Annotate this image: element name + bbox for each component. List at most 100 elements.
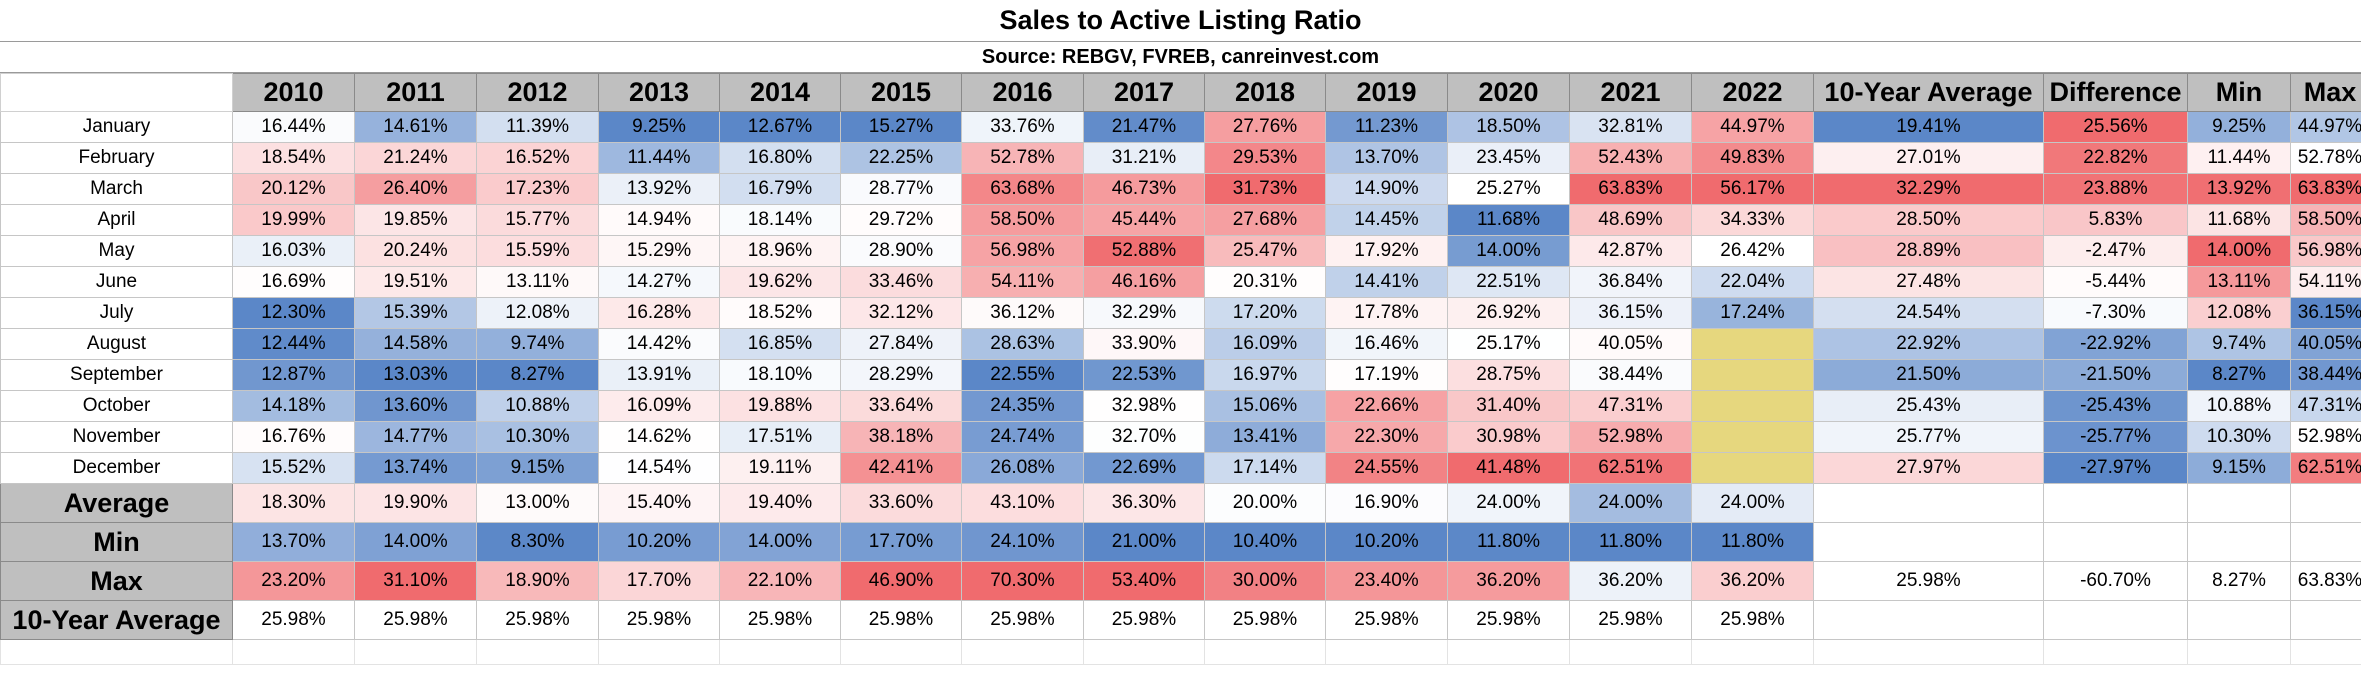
- column-header: 2020: [1447, 73, 1570, 112]
- value-cell: 36.15%: [1569, 297, 1692, 329]
- value-cell: 13.03%: [354, 359, 477, 391]
- value-cell: 14.42%: [598, 328, 720, 360]
- value-cell: 26.42%: [1691, 235, 1814, 267]
- empty-cell: [232, 639, 355, 665]
- value-cell: 58.50%: [961, 204, 1084, 236]
- value-cell: 18.52%: [719, 297, 841, 329]
- row-label: Min: [0, 522, 233, 562]
- column-header: 2021: [1569, 73, 1692, 112]
- value-cell: 11.39%: [476, 111, 599, 143]
- month-row: January 16.44% 14.61% 11.39% 9.25% 12.67% 15.2…: [0, 111, 2361, 143]
- column-header: 2017: [1083, 73, 1205, 112]
- value-cell: 20.24%: [354, 235, 477, 267]
- empty-cell: [1325, 639, 1448, 665]
- max-cell: 38.44%: [2290, 359, 2361, 391]
- value-cell: 33.64%: [840, 390, 962, 422]
- value-cell: 25.98%: [961, 600, 1084, 640]
- value-cell: 16.85%: [719, 328, 841, 360]
- value-cell: 24.00%: [1691, 483, 1814, 523]
- diff-cell: 5.83%: [2043, 204, 2188, 236]
- value-cell: 17.23%: [476, 173, 599, 205]
- value-cell: 19.90%: [354, 483, 477, 523]
- value-cell: 9.15%: [476, 452, 599, 484]
- value-cell: 24.74%: [961, 421, 1084, 453]
- value-cell: 41.48%: [1447, 452, 1570, 484]
- min-cell: 8.27%: [2187, 359, 2291, 391]
- value-cell: 28.90%: [840, 235, 962, 267]
- column-header: 2010: [232, 73, 355, 112]
- missing-cell: [1691, 452, 1814, 484]
- value-cell: 33.90%: [1083, 328, 1205, 360]
- diff-cell: 25.56%: [2043, 111, 2188, 143]
- value-cell: 12.87%: [232, 359, 355, 391]
- column-header: Min: [2187, 73, 2291, 112]
- value-cell: 22.30%: [1325, 421, 1448, 453]
- value-cell: 26.92%: [1447, 297, 1570, 329]
- row-label: January: [0, 111, 233, 143]
- value-cell: 22.55%: [961, 359, 1084, 391]
- value-cell: 22.66%: [1325, 390, 1448, 422]
- summary-row: Max 23.20% 31.10% 18.90% 17.70% 22.10% 46.90% 7…: [0, 561, 2361, 601]
- value-cell: 14.90%: [1325, 173, 1448, 205]
- value-cell: 25.98%: [1083, 600, 1205, 640]
- diff-cell: [2043, 483, 2188, 523]
- max-cell: 47.31%: [2290, 390, 2361, 422]
- min-cell: 11.68%: [2187, 204, 2291, 236]
- column-header: 2016: [961, 73, 1084, 112]
- value-cell: 46.90%: [840, 561, 962, 601]
- row-label: September: [0, 359, 233, 391]
- column-header: 2014: [719, 73, 841, 112]
- value-cell: 33.46%: [840, 266, 962, 298]
- min-cell: 13.92%: [2187, 173, 2291, 205]
- value-cell: 11.80%: [1691, 522, 1814, 562]
- row-label: Average: [0, 483, 233, 523]
- empty-cell: [2043, 639, 2188, 665]
- value-cell: 17.20%: [1204, 297, 1326, 329]
- value-cell: 28.75%: [1447, 359, 1570, 391]
- value-cell: 30.98%: [1447, 421, 1570, 453]
- min-cell: 14.00%: [2187, 235, 2291, 267]
- diff-cell: 22.82%: [2043, 142, 2188, 174]
- value-cell: 17.51%: [719, 421, 841, 453]
- value-cell: 19.62%: [719, 266, 841, 298]
- value-cell: 18.54%: [232, 142, 355, 174]
- value-cell: 38.44%: [1569, 359, 1692, 391]
- min-cell: 12.08%: [2187, 297, 2291, 329]
- min-cell: 9.74%: [2187, 328, 2291, 360]
- value-cell: 14.00%: [719, 522, 841, 562]
- row-label: Max: [0, 561, 233, 601]
- value-cell: 40.05%: [1569, 328, 1692, 360]
- value-cell: 28.63%: [961, 328, 1084, 360]
- value-cell: 13.70%: [1325, 142, 1448, 174]
- value-cell: 53.40%: [1083, 561, 1205, 601]
- value-cell: 23.45%: [1447, 142, 1570, 174]
- column-header: 2022: [1691, 73, 1814, 112]
- ten-year-average-cell: 27.01%: [1813, 142, 2044, 174]
- diff-cell: -27.97%: [2043, 452, 2188, 484]
- value-cell: 16.97%: [1204, 359, 1326, 391]
- value-cell: 15.27%: [840, 111, 962, 143]
- value-cell: 21.24%: [354, 142, 477, 174]
- month-row: December 15.52% 13.74% 9.15% 14.54% 19.11% 42.…: [0, 452, 2361, 484]
- value-cell: 8.30%: [476, 522, 599, 562]
- value-cell: 32.70%: [1083, 421, 1205, 453]
- value-cell: 25.98%: [232, 600, 355, 640]
- value-cell: 16.52%: [476, 142, 599, 174]
- value-cell: 9.25%: [598, 111, 720, 143]
- ten-year-average-cell: 28.89%: [1813, 235, 2044, 267]
- column-header: 2012: [476, 73, 599, 112]
- value-cell: 18.14%: [719, 204, 841, 236]
- value-cell: 31.40%: [1447, 390, 1570, 422]
- value-cell: 25.98%: [1691, 600, 1814, 640]
- value-cell: 54.11%: [961, 266, 1084, 298]
- empty-cell: [0, 639, 233, 665]
- value-cell: 15.52%: [232, 452, 355, 484]
- value-cell: 18.30%: [232, 483, 355, 523]
- max-cell: 62.51%: [2290, 452, 2361, 484]
- value-cell: 20.00%: [1204, 483, 1326, 523]
- value-cell: 46.16%: [1083, 266, 1205, 298]
- value-cell: 19.99%: [232, 204, 355, 236]
- value-cell: 15.06%: [1204, 390, 1326, 422]
- value-cell: 14.18%: [232, 390, 355, 422]
- row-label: July: [0, 297, 233, 329]
